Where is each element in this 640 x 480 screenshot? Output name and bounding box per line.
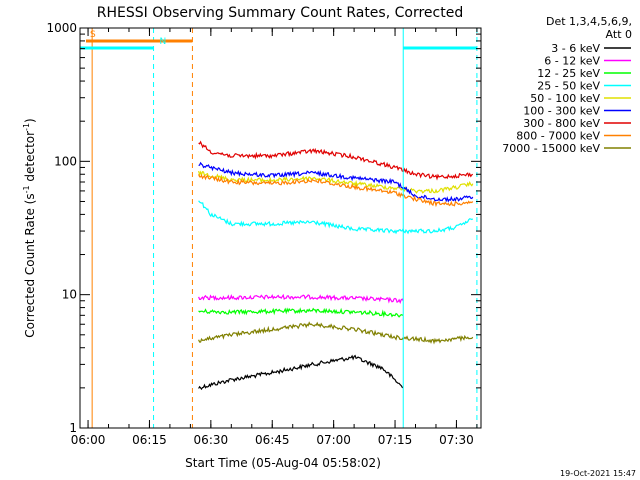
- y-tick-label-2: 100: [54, 154, 77, 168]
- series-line-7: [198, 174, 474, 208]
- x-tick-label-5: 07:15: [378, 433, 413, 447]
- y-axis-label: Corrected Count Rate (s-1 detector-1): [22, 118, 37, 337]
- y-tick-label-0: 1: [69, 421, 77, 435]
- chart-title: RHESSI Observing Summary Count Rates, Co…: [97, 5, 463, 21]
- legend-header-line-1: Det 1,3,4,5,6,9,: [546, 15, 632, 28]
- series-line-3: [198, 200, 474, 235]
- x-tick-label-2: 06:30: [194, 433, 229, 447]
- footer-date: 19-Oct-2021 15:47: [560, 469, 636, 478]
- series-line-1: [198, 293, 404, 304]
- y-tick-label-3: 1000: [46, 21, 77, 35]
- series-line-0: [198, 354, 404, 391]
- x-tick-label-1: 06:15: [132, 433, 167, 447]
- x-tick-label-0: 06:00: [71, 433, 106, 447]
- series-layer: [198, 140, 474, 391]
- x-axis-label: Start Time (05-Aug-04 05:58:02): [185, 456, 381, 470]
- x-tick-label-6: 07:30: [439, 433, 474, 447]
- legend-label-8: 7000 - 15000 keV: [502, 142, 600, 155]
- series-line-4: [198, 170, 474, 194]
- legend-header-line-2: Att 0: [606, 28, 632, 41]
- series-line-5: [198, 161, 474, 203]
- legend-label-5: 100 - 300 keV: [523, 105, 600, 118]
- plot-frame: [79, 27, 482, 429]
- x-tick-label-3: 06:45: [255, 433, 290, 447]
- x-tick-label-4: 07:00: [316, 433, 351, 447]
- series-line-8: [198, 321, 474, 345]
- legend-label-1: 6 - 12 keV: [544, 55, 600, 68]
- legend-label-4: 50 - 100 keV: [530, 92, 600, 105]
- legend-label-0: 3 - 6 keV: [551, 42, 600, 55]
- markers-layer: SN: [80, 30, 477, 50]
- y-tick-label-1: 10: [62, 288, 77, 302]
- marker-label-0: S: [90, 30, 96, 40]
- series-line-2: [198, 307, 404, 318]
- legend-label-7: 800 - 7000 keV: [516, 130, 600, 143]
- legend-label-6: 300 - 800 keV: [523, 117, 600, 130]
- legend-label-3: 25 - 50 keV: [537, 80, 600, 93]
- series-line-6: [198, 140, 474, 181]
- legend-label-2: 12 - 25 keV: [537, 67, 600, 80]
- axes-layer: 06:00 06:15 06:30 06:45 07:00 07:15 07:30 1 10 10…: [46, 21, 481, 447]
- marker-label-1: N: [160, 37, 167, 47]
